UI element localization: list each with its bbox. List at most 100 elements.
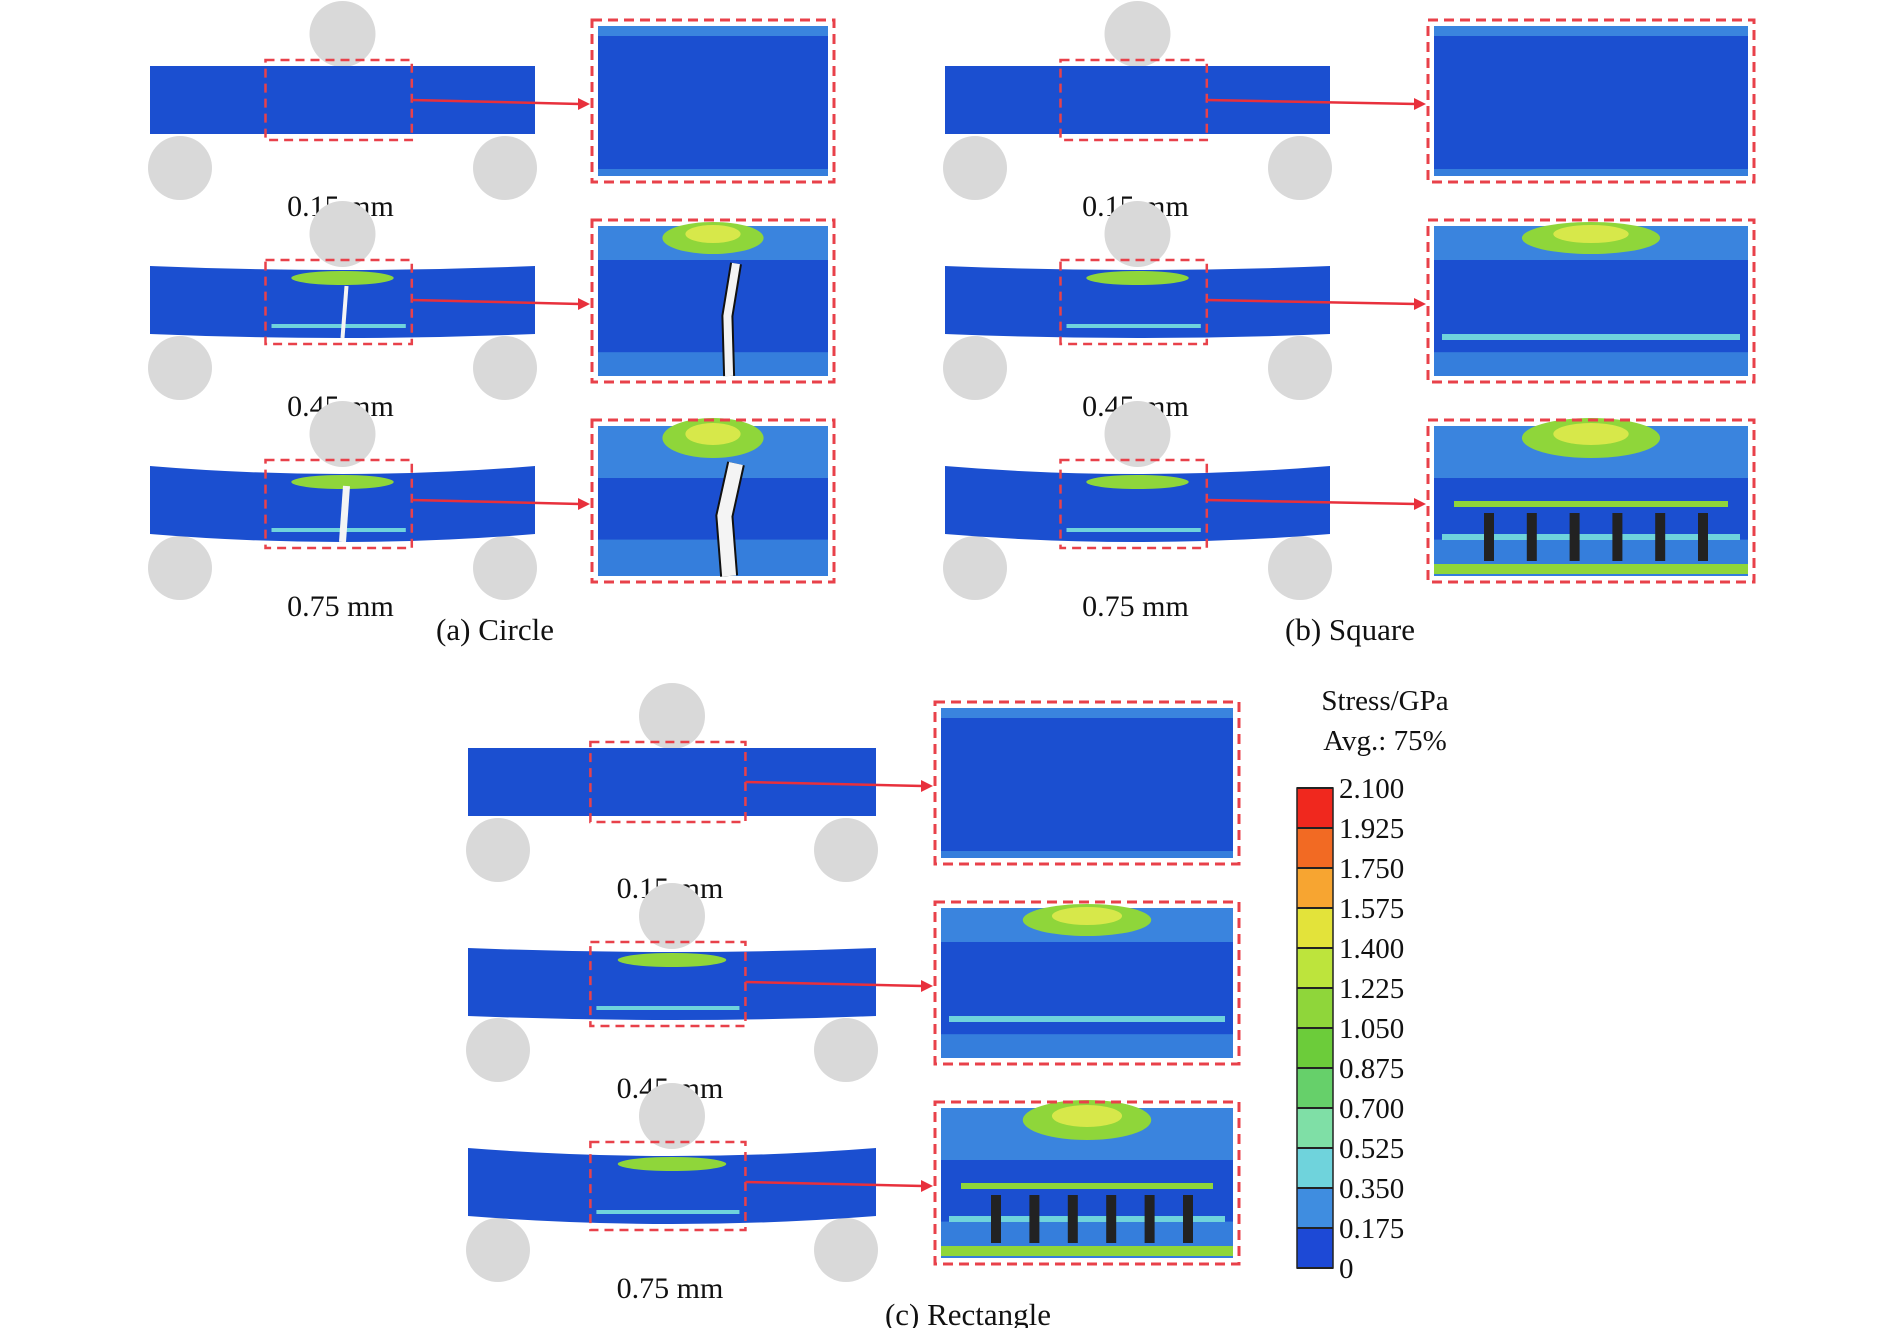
beam-tension-zone [596,1006,740,1010]
zoom-peak-zone [685,225,741,243]
zoom-void [1569,513,1580,561]
load-roller [639,1083,705,1149]
zoom-arrow-head [578,298,590,310]
zoom-bottom-band [941,851,1233,858]
case-square-3: 0.75 mm [943,401,1756,623]
legend-swatch [1297,988,1333,1028]
legend-swatch [1297,1028,1333,1068]
zoom-arrow-head [921,1180,933,1192]
right-support [814,1018,878,1082]
zoom-box [1426,18,1756,184]
legend-swatch [1297,788,1333,828]
zoom-background [598,26,828,176]
zoom-top-band [941,708,1233,718]
beam [150,66,535,134]
zoom-box [933,700,1241,866]
beam-compression-zone [1086,271,1189,285]
legend-tick-label: 0.175 [1339,1213,1404,1245]
zoom-box [590,218,836,384]
legend-swatch [1297,1228,1333,1268]
zoom-bottom-green [941,1246,1233,1256]
crack [717,461,743,577]
zoom-arrow [411,98,581,106]
zoom-bottom-band [941,1034,1233,1058]
beam [945,66,1330,134]
legend-tick-label: 0.875 [1339,1053,1404,1085]
load-roller [309,201,376,267]
left-support [148,536,212,600]
load-roller [639,883,705,949]
legend-tick-label: 1.575 [1339,893,1404,925]
legend-swatch [1297,868,1333,908]
right-support [814,1218,878,1282]
zoom-box [590,418,836,584]
beam-tension-zone [1066,324,1201,328]
beam [945,266,1330,338]
zoom-arrow [411,498,581,506]
beam-compression-zone [617,1157,727,1171]
right-support [1268,336,1332,400]
legend-tick-label: 1.750 [1339,853,1404,885]
zoom-top-band [1434,26,1748,36]
displacement-label: 0.75 mm [617,1272,724,1305]
beam [150,266,535,338]
legend-tick-label: 1.050 [1339,1013,1404,1045]
selection-box [1059,458,1209,550]
legend-swatch [1297,908,1333,948]
case-circle-1: 0.15 mm [148,1,836,223]
zoom-arrow [1206,298,1417,306]
beam-compression-zone [1086,475,1189,489]
left-support [466,1018,530,1082]
zoom-void [1655,513,1666,561]
beam-crack [340,285,349,339]
right-support [1268,536,1332,600]
zoom-peak-zone [1051,1105,1123,1127]
zoom-void [1526,513,1537,561]
zoom-arrow-head [1414,98,1426,110]
load-roller [309,401,376,467]
zoom-arrow [745,780,924,788]
zoom-void [1067,1195,1078,1243]
legend-tick-label: 2.100 [1339,773,1404,805]
zoom-tension-line [949,1216,1225,1222]
case-circle-2: 0.45 mm [148,201,836,423]
left-support [148,136,212,200]
legend-tick-label: 0 [1339,1253,1354,1285]
legend-frame [1296,787,1334,1269]
beam-tension-zone [1066,528,1201,532]
zoom-bottom-band [598,169,828,176]
left-support [148,336,212,400]
load-roller [639,683,705,749]
zoom-tension-line [1442,334,1740,340]
legend-tick-label: 0.525 [1339,1133,1404,1165]
left-support [466,1218,530,1282]
zoom-void [1183,1195,1193,1243]
zoom-arrow-head [578,498,590,510]
zoom-tension-line [949,1016,1225,1022]
legend-tick-label: 1.400 [1339,933,1404,965]
legend-swatch [1297,1068,1333,1108]
zoom-void [991,1195,1001,1243]
panel-circle: 0.15 mm0.45 mm 0.75 mm (a) Circle [148,1,836,647]
legend-swatch [1297,948,1333,988]
zoom-void [1612,513,1623,561]
beam-compression-zone [291,475,394,489]
zoom-box [590,18,836,184]
zoom-peak-zone [1051,907,1123,925]
beam [468,948,876,1020]
legend-tick-label: 0.350 [1339,1173,1404,1205]
selection-box [264,258,414,346]
zoom-void [1484,513,1494,561]
zoom-arrow [411,298,581,306]
left-support [943,536,1007,600]
panel-caption: (a) Circle [436,612,554,647]
displacement-label: 0.75 mm [287,590,394,623]
panel-caption: (c) Rectangle [885,1297,1051,1328]
beam [468,748,876,816]
left-support [943,136,1007,200]
zoom-box [933,1100,1241,1266]
legend-swatch [1297,1108,1333,1148]
case-circle-3: 0.75 mm [148,401,836,623]
right-support [473,536,537,600]
